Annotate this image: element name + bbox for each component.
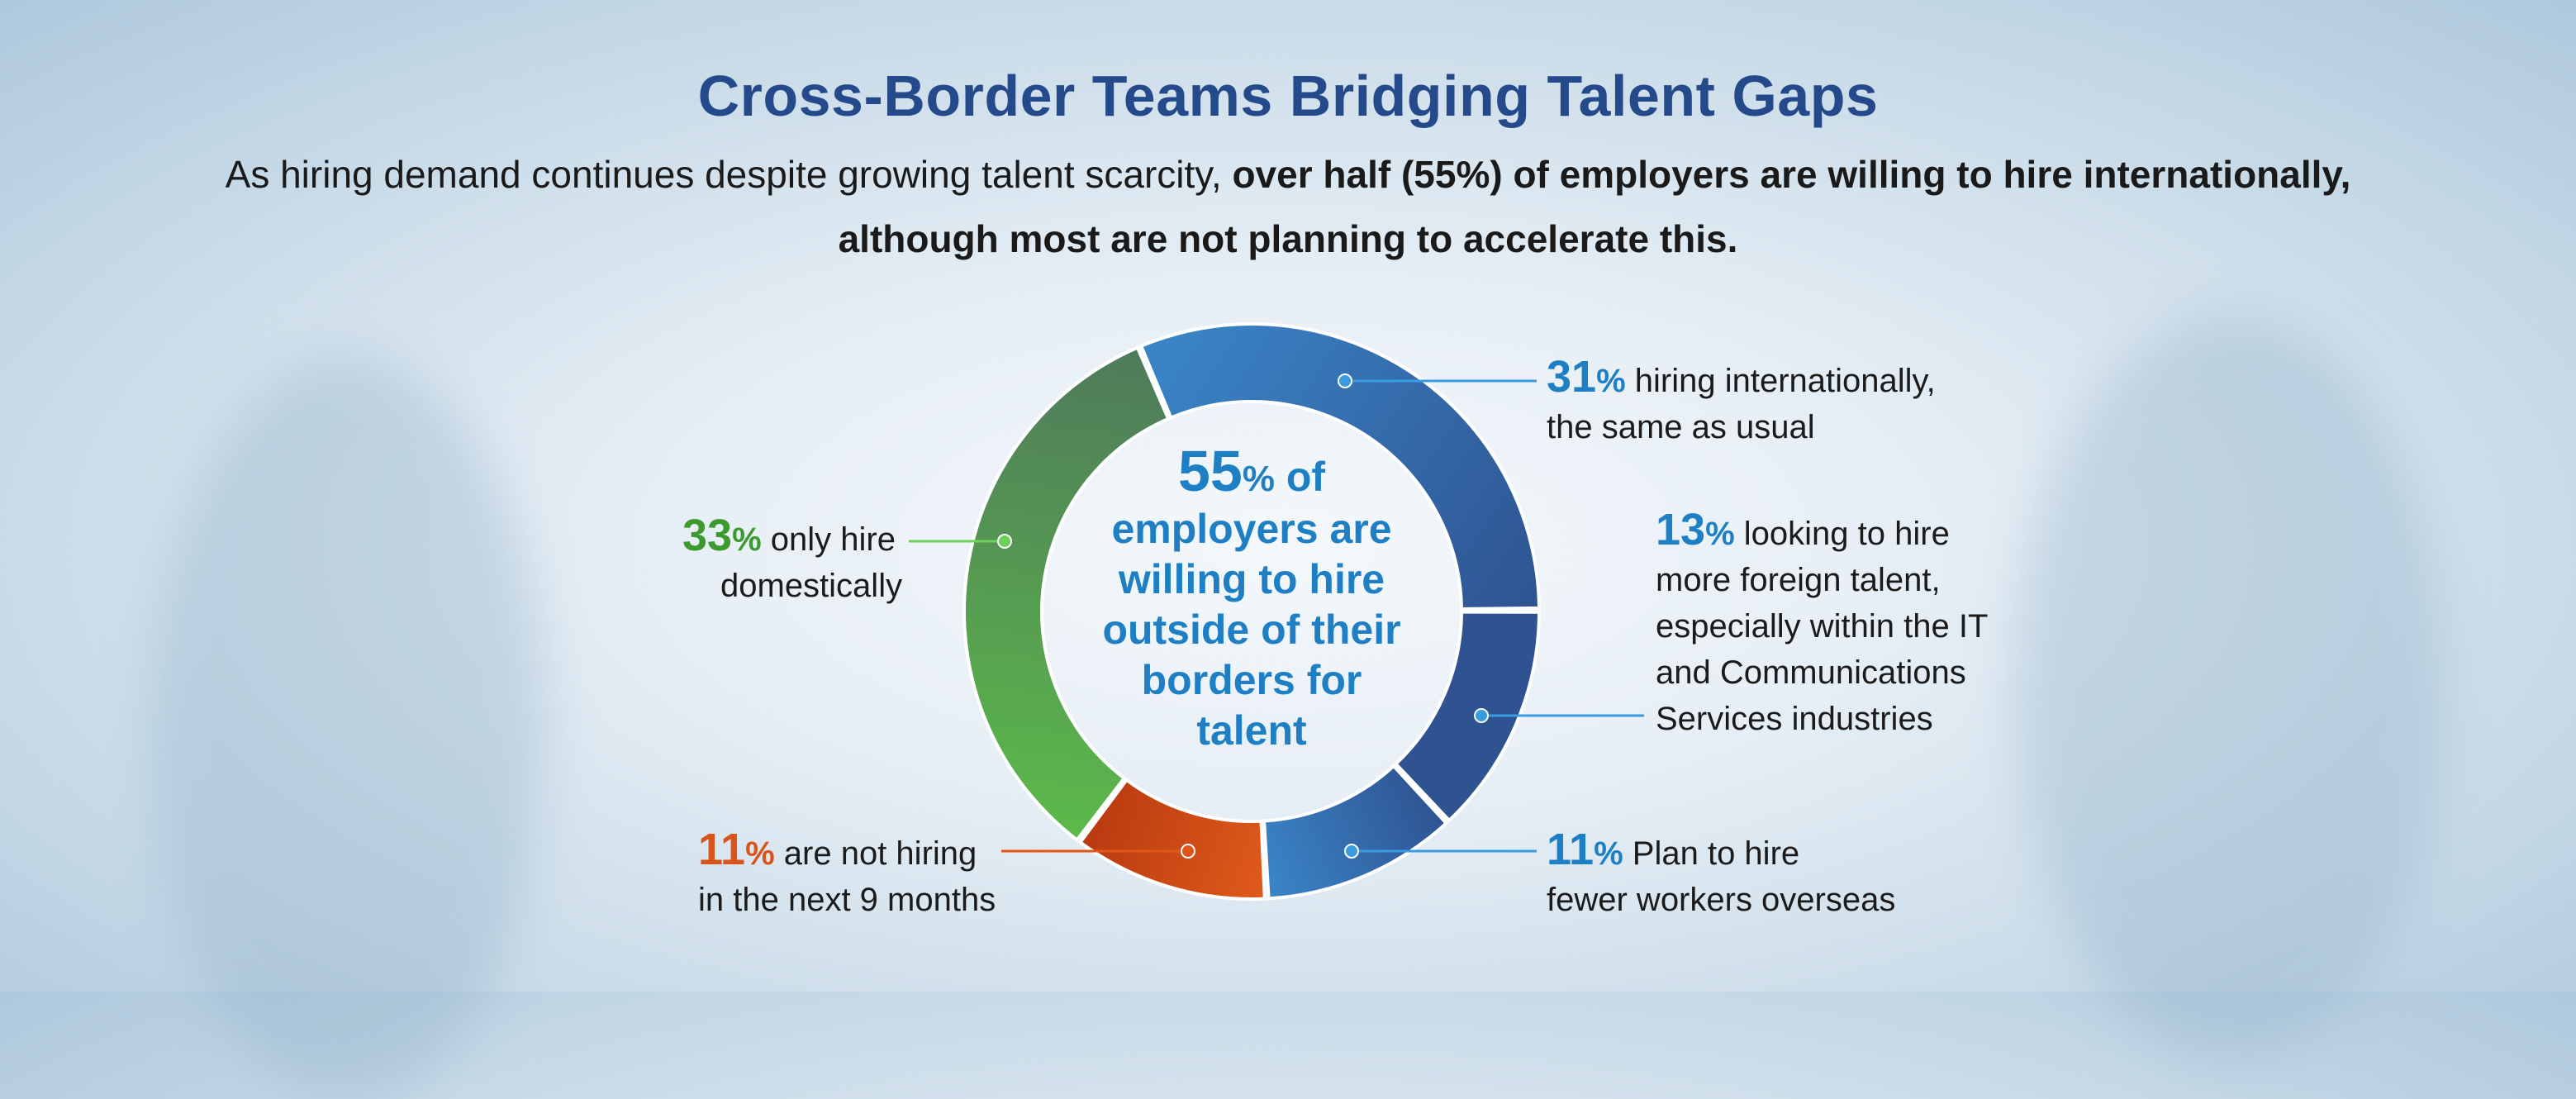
leader-lines xyxy=(909,373,1644,859)
label-33-text1: only hire xyxy=(761,521,896,558)
label-11-percent-overseas: 11% Plan to hire fewer workers overseas xyxy=(1547,826,1895,923)
background-silhouette-right xyxy=(2016,314,2445,1058)
label-11a-unit: % xyxy=(1594,835,1623,872)
label-11b-text2: in the next 9 months xyxy=(698,882,996,918)
label-13-text2: more foreign talent, xyxy=(1656,562,1941,598)
slice-11-percent-overseas xyxy=(1262,764,1449,901)
label-13-percent: 13% looking to hire more foreign talent,… xyxy=(1656,507,1988,742)
label-13-unit: % xyxy=(1705,516,1735,552)
label-11b-text1: are not hiring xyxy=(774,835,977,872)
subtitle-text-1: As hiring demand continues despite growi… xyxy=(225,153,1233,196)
leader-31-dot xyxy=(1338,373,1352,388)
slice-11-percent-not-hiring xyxy=(1077,778,1267,901)
subtitle-text-2: although most are not planning to accele… xyxy=(838,217,1738,260)
subtitle-bold-text: over half (55%) of employers are willing… xyxy=(1232,153,2351,196)
leader-11-not-hiring-dot xyxy=(1181,844,1195,859)
leader-11-overseas-dot xyxy=(1344,844,1359,859)
label-11-percent-not-hiring: 11% are not hiring in the next 9 months xyxy=(698,826,996,923)
label-31-percent: 31% hiring internationally, the same as … xyxy=(1547,354,1936,450)
label-13-text1: looking to hire xyxy=(1734,516,1950,552)
label-31-unit: % xyxy=(1596,363,1626,399)
label-11b-value: 11 xyxy=(698,825,746,874)
center-value: 55 xyxy=(1177,439,1243,503)
label-13-value: 13 xyxy=(1656,505,1706,554)
donut-chart xyxy=(909,322,1644,901)
center-unit: % xyxy=(1242,459,1275,499)
label-33-percent: 33% only hire domestically xyxy=(682,512,902,609)
label-13-text4: and Communications xyxy=(1656,654,1966,691)
label-33-value: 33 xyxy=(682,511,733,560)
label-33-unit: % xyxy=(732,521,762,558)
leader-13-dot xyxy=(1474,708,1489,723)
label-31-text2: the same as usual xyxy=(1547,409,1815,445)
center-text-rest: employers are willing to hire outside of… xyxy=(1102,506,1401,754)
label-31-text1: hiring internationally, xyxy=(1625,363,1936,399)
label-11a-value: 11 xyxy=(1547,825,1595,874)
leader-33-dot xyxy=(997,534,1012,549)
label-33-text2: domestically xyxy=(720,568,903,604)
label-13-text5: Services industries xyxy=(1656,701,1933,737)
donut-slices xyxy=(962,322,1542,901)
slice-13-percent xyxy=(1393,610,1542,823)
slice-31-percent xyxy=(1138,322,1542,611)
page-title: Cross-Border Teams Bridging Talent Gaps xyxy=(697,64,1879,128)
label-11b-unit: % xyxy=(745,835,775,872)
center-text-of: of xyxy=(1274,454,1326,500)
page-subtitle: As hiring demand continues despite growi… xyxy=(198,142,2378,271)
background-silhouette-left xyxy=(149,355,545,1099)
donut-center-label: 55% of employers are willing to hire out… xyxy=(1082,442,1421,756)
label-11a-text2: fewer workers overseas xyxy=(1547,882,1896,918)
label-13-text3: especially within the IT xyxy=(1656,608,1989,645)
label-31-value: 31 xyxy=(1547,352,1597,402)
label-11a-text1: Plan to hire xyxy=(1623,835,1800,872)
slice-33-percent xyxy=(962,345,1171,843)
